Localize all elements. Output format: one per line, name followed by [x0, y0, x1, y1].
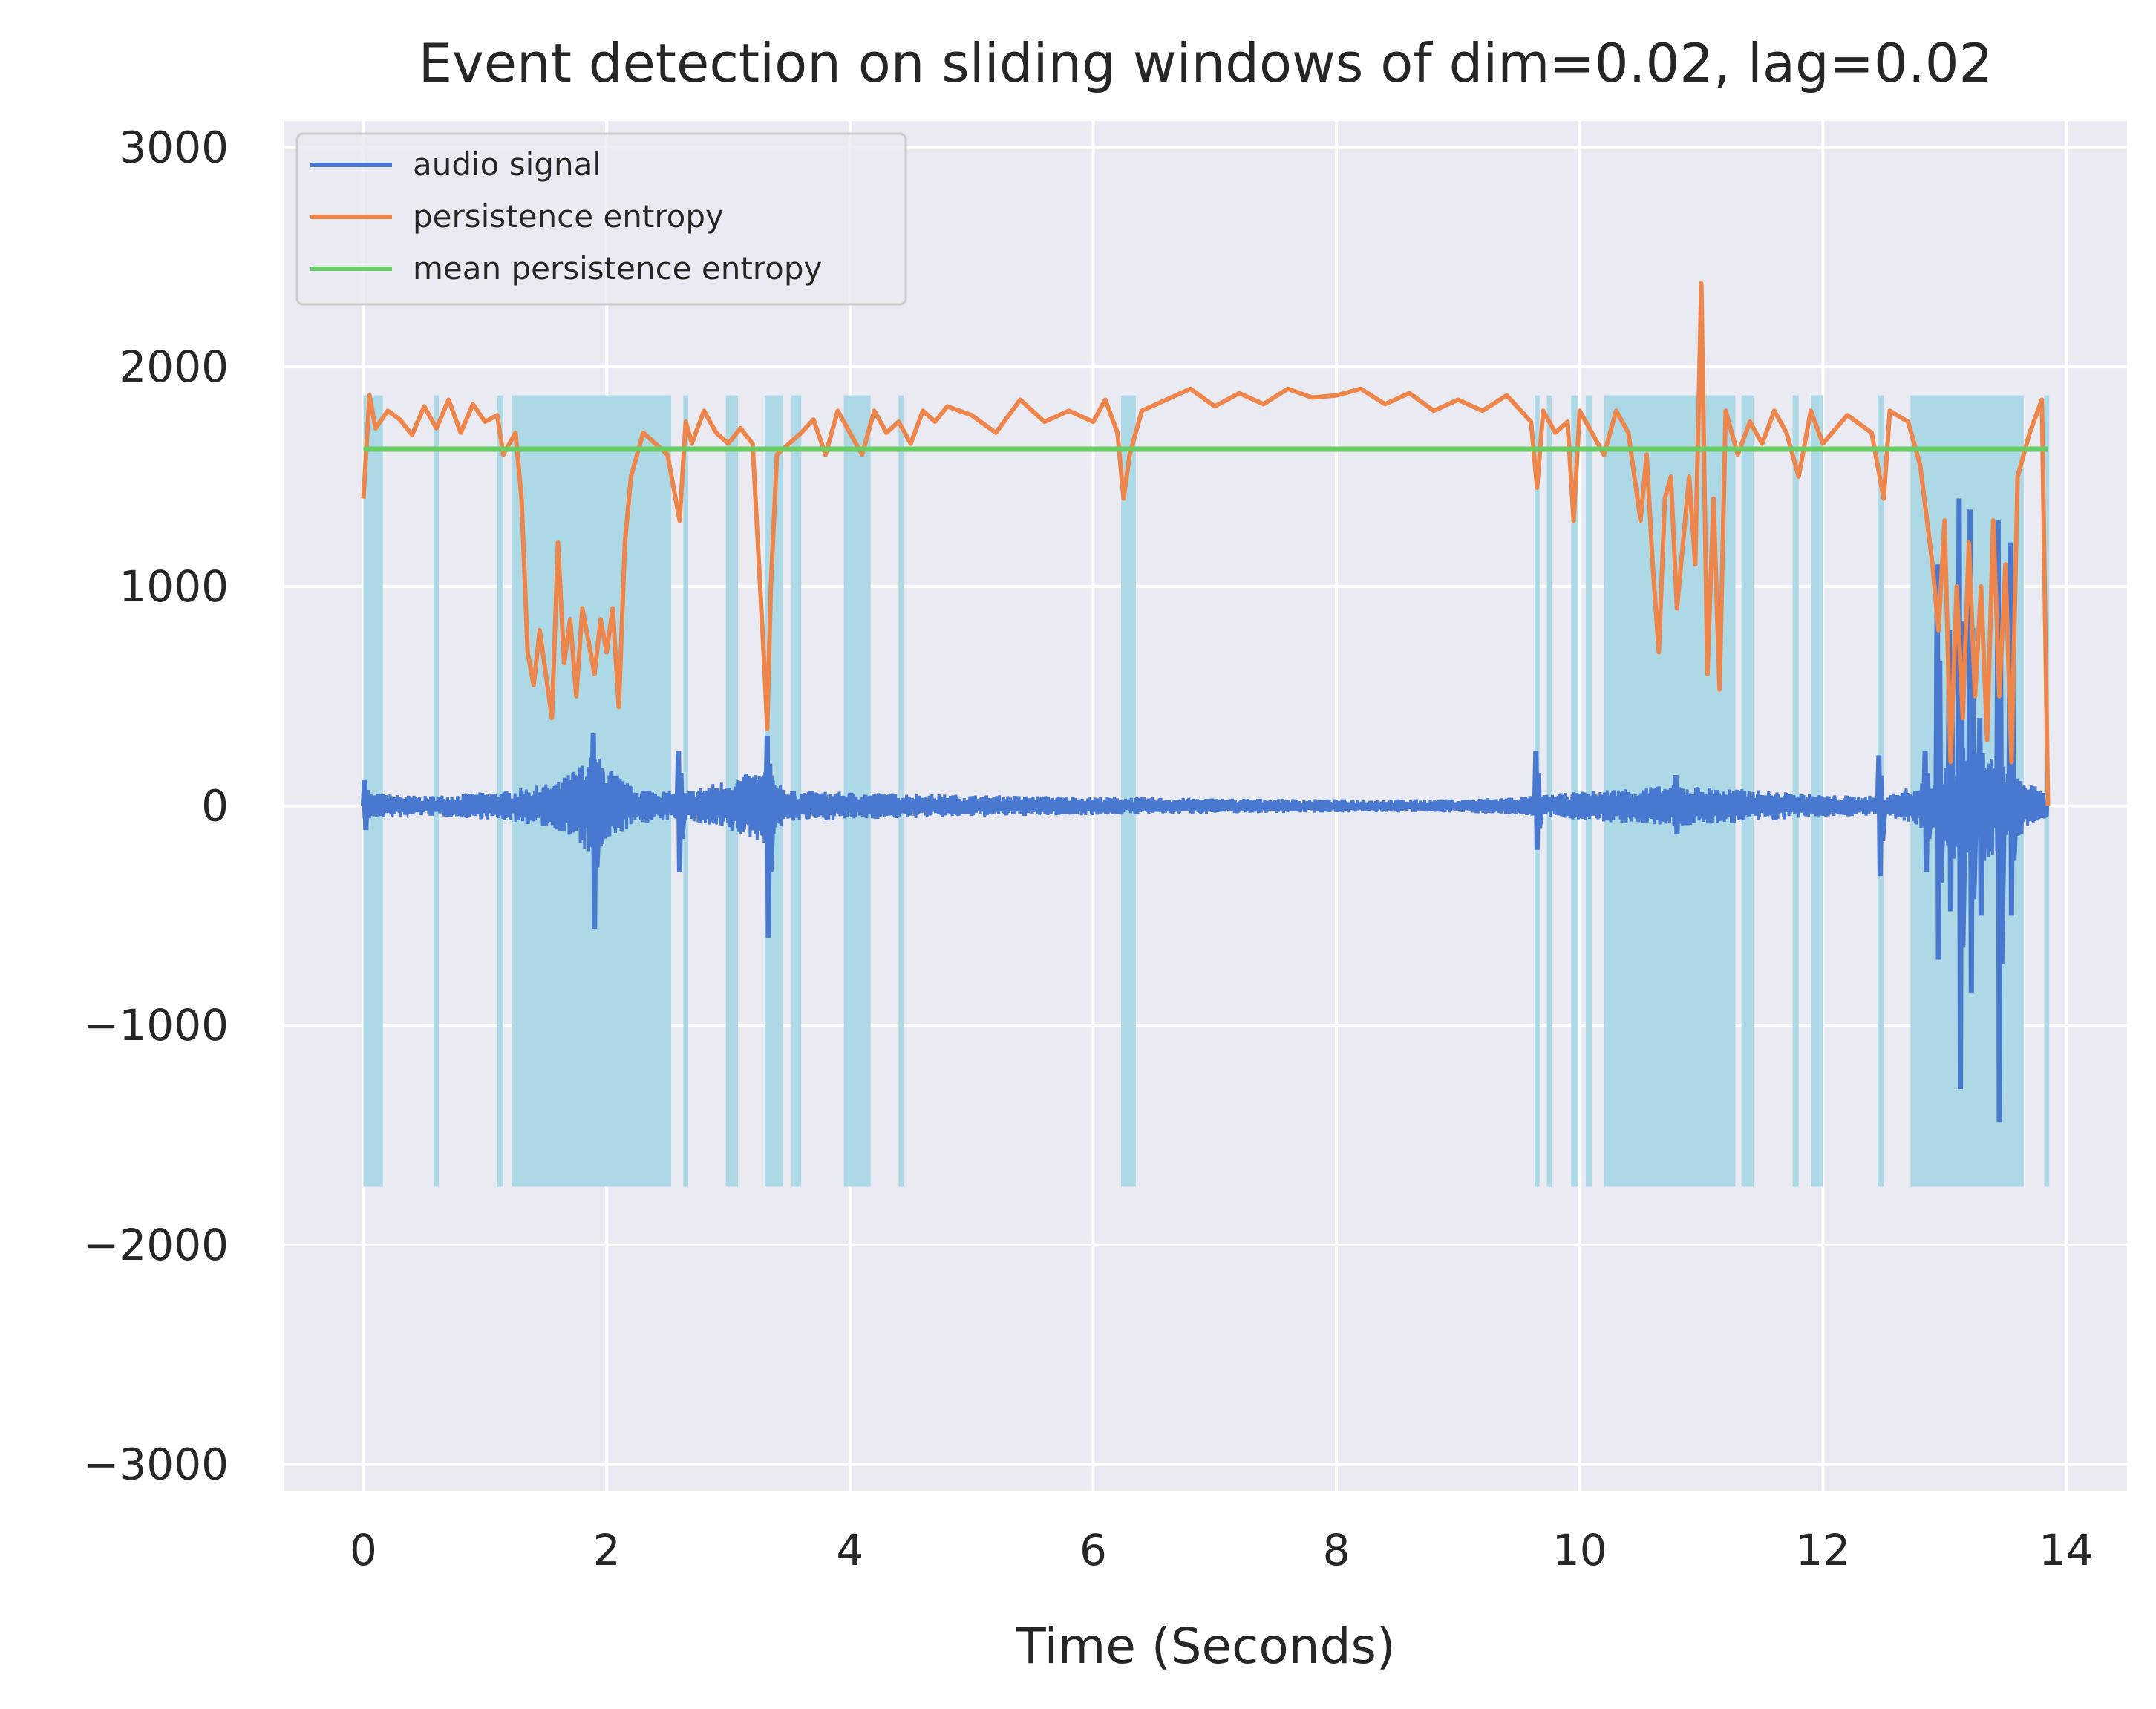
x-tick-label: 0: [350, 1525, 377, 1575]
event-region: [1811, 395, 1823, 1187]
event-region: [434, 395, 440, 1187]
y-tick-label: 1000: [119, 561, 229, 612]
legend: audio signal persistence entropy mean pe…: [295, 132, 907, 306]
x-tick-label: 12: [1796, 1525, 1851, 1575]
audio-spike: [1921, 751, 1934, 872]
audio-spike: [360, 779, 373, 831]
audio-spike: [1532, 751, 1545, 850]
audio-spike: [1955, 498, 1968, 1089]
event-region: [1585, 395, 1592, 1187]
audio-spike: [763, 735, 777, 938]
persistence-entropy-line: [361, 281, 2051, 806]
audio-spike: [589, 733, 602, 929]
x-tick-label: 14: [2039, 1525, 2094, 1575]
event-region: [791, 395, 802, 1187]
event-region: [1792, 395, 1799, 1187]
y-tick-label: 2000: [119, 342, 229, 392]
x-tick-label: 2: [593, 1525, 621, 1575]
x-axis-label: Time (Seconds): [1015, 1618, 1395, 1675]
x-tick-label: 8: [1323, 1525, 1350, 1575]
x-tick-label: 10: [1552, 1525, 1607, 1575]
y-tick-label: −1000: [83, 1000, 229, 1050]
legend-label-audio-signal: audio signal: [413, 146, 601, 183]
legend-label-mean-persistence-entropy: mean persistence entropy: [413, 250, 822, 287]
audio-spike: [674, 751, 687, 872]
legend-box: [295, 132, 907, 306]
event-region: [1121, 395, 1136, 1187]
y-tick-label: 3000: [119, 122, 229, 172]
x-tick-label: 6: [1079, 1525, 1107, 1575]
x-tick-label: 4: [836, 1525, 863, 1575]
axis-ticks: 0 2 4 6 8 10 12 14 3000 2000 1000 0 −1000 −2000 −3000: [83, 122, 2094, 1575]
audio-spike: [1672, 774, 1685, 835]
audio-spike: [1976, 718, 1989, 916]
audio-spike: [2006, 542, 2019, 916]
audio-spike: [1994, 520, 2008, 1123]
event-region: [683, 395, 688, 1187]
event-region: [1571, 395, 1579, 1187]
y-tick-label: 0: [201, 781, 229, 831]
audio-spike: [1875, 755, 1888, 877]
y-tick-label: −3000: [83, 1440, 229, 1490]
event-region: [898, 395, 904, 1187]
event-region: [1546, 395, 1552, 1187]
event-region: [843, 395, 871, 1187]
event-region: [497, 395, 503, 1187]
chart-title: Event detection on sliding windows of di…: [419, 32, 1993, 94]
y-tick-label: −2000: [83, 1220, 229, 1270]
audio-spike: [401, 798, 414, 819]
legend-label-persistence-entropy: persistence entropy: [413, 198, 724, 235]
audio-signal-line: [362, 746, 2050, 866]
series-lines: [360, 281, 2051, 1123]
